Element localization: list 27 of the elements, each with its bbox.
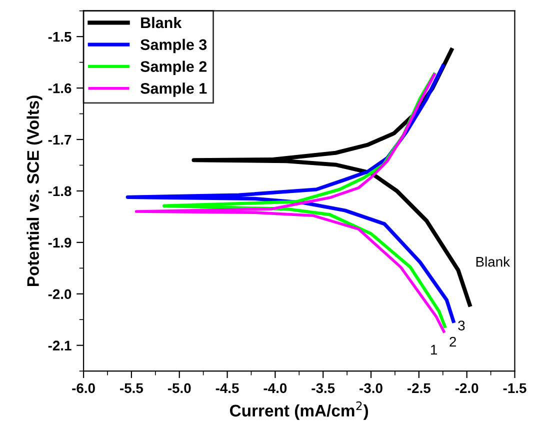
legend-label: Sample 2 <box>140 60 207 75</box>
x-tick-label: -4.0 <box>264 383 287 394</box>
x-tick-label: -1.5 <box>503 383 526 394</box>
y-tick-label: -1.8 <box>48 186 72 196</box>
x-axis-title: Current (mA/cm$^{2}$) <box>230 401 368 420</box>
annotation: 1 <box>431 344 437 354</box>
x-tick-label: -3.0 <box>360 383 382 394</box>
x-tick-label: -4.5 <box>216 383 239 394</box>
x-tick-label: -5.5 <box>120 383 144 394</box>
legend-label: Sample 3 <box>140 38 207 54</box>
y-tick-label: -2.0 <box>48 289 72 300</box>
y-tick-label: -1.9 <box>48 238 72 248</box>
y-axis-title: Potential vs. SCE (Volts) <box>26 96 42 286</box>
y-tick-label: -1.6 <box>48 83 72 94</box>
x-tick-label: -3.5 <box>312 383 335 394</box>
x-tick-label: -6.0 <box>72 383 95 394</box>
x-tick-label: -2.5 <box>408 383 431 394</box>
legend-label: Sample 1 <box>140 82 207 97</box>
y-tick-label: -1.5 <box>48 32 72 42</box>
legend-label: Blank <box>141 16 182 28</box>
y-tick-label: -2.1 <box>48 340 72 350</box>
x-tick-label: -2.0 <box>455 383 478 394</box>
x-tick-label: -5.0 <box>168 383 191 394</box>
annotation: 3 <box>458 320 465 330</box>
annotation: 2 <box>450 336 456 347</box>
y-tick-label: -1.7 <box>48 134 72 145</box>
annotation: Blank <box>476 256 510 267</box>
